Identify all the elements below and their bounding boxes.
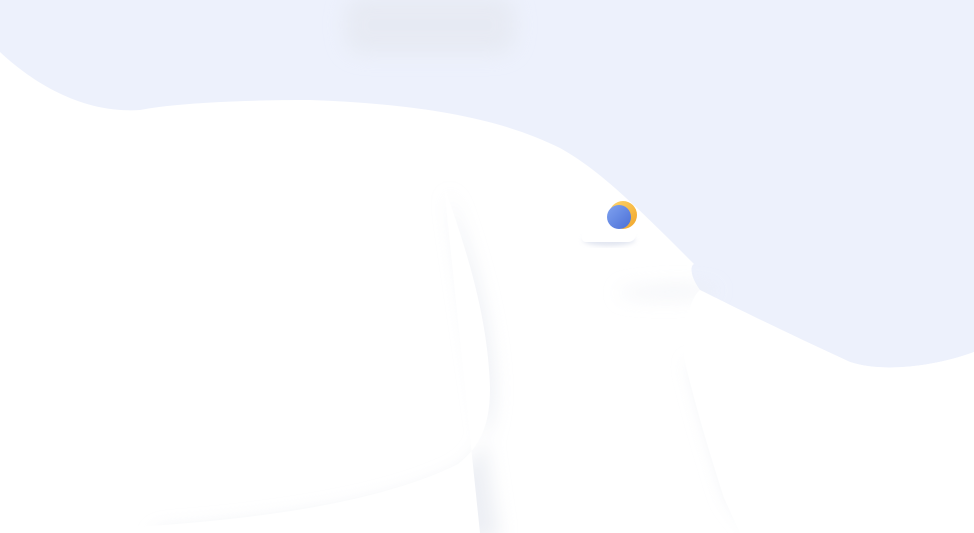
weather-partly-cloudy-night-icon (578, 196, 642, 248)
foreground-hill-right (684, 290, 974, 533)
foreground-hill-left (0, 186, 490, 533)
background-blob (0, 0, 974, 368)
